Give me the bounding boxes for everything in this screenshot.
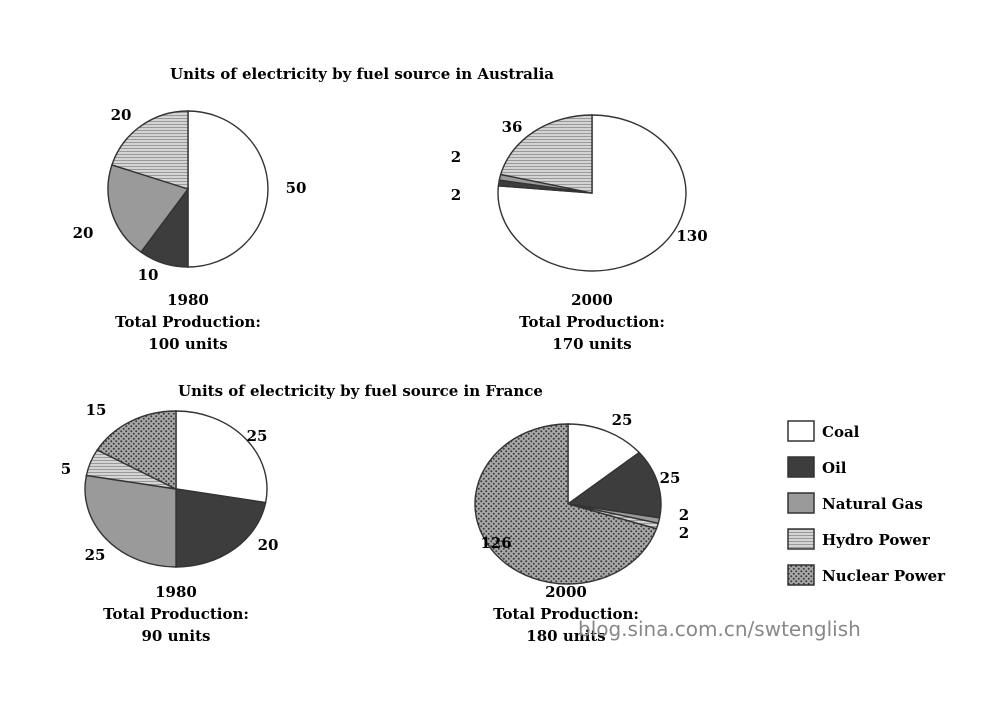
legend-swatch xyxy=(787,420,815,442)
caption-australia-2000: 2000 Total Production: 170 units xyxy=(519,291,665,353)
caption-total-label: Total Production: xyxy=(519,313,665,331)
slice-label-oil: 20 xyxy=(258,536,279,554)
australia-title: Units of electricity by fuel source in A… xyxy=(170,65,554,83)
pie-france-1980: 25 20 25 5 15 xyxy=(61,401,279,568)
slice-label-oil: 25 xyxy=(660,469,681,487)
slice-label-natural-gas: 20 xyxy=(73,224,94,242)
slice-label-natural-gas: 25 xyxy=(85,546,106,564)
caption-france-1980: 1980 Total Production: 90 units xyxy=(103,583,249,645)
pie-australia-2000: 130 2 2 36 xyxy=(451,114,708,272)
slice-label-coal: 50 xyxy=(286,179,307,197)
legend-label: Oil xyxy=(822,459,847,477)
france-title: Units of electricity by fuel source in F… xyxy=(178,382,543,400)
pie-slice-coal xyxy=(175,410,268,504)
pie-france-2000: 25 25 22 126 xyxy=(474,411,689,585)
pie-slice-hydro-power xyxy=(499,114,593,194)
slice-label-coal: 25 xyxy=(247,427,268,445)
legend-swatch xyxy=(787,528,815,550)
pie-slice-nuclear-power xyxy=(474,423,658,585)
slice-label-oil: 10 xyxy=(138,266,159,284)
slice-label-natural-gas: 2 xyxy=(679,506,689,524)
caption-year: 2000 xyxy=(571,291,613,309)
slice-label-nuclear-power: 126 xyxy=(480,534,511,552)
legend-item-natural-gas: Natural Gas xyxy=(787,492,923,514)
legend-label: Coal xyxy=(822,423,860,441)
pie-slice-oil xyxy=(566,451,662,519)
slice-label-hydro-power: 2 xyxy=(679,524,689,542)
pie-slice-natural-gas xyxy=(84,474,177,568)
slice-label-hydro-power: 20 xyxy=(111,106,132,124)
caption-total-label: Total Production: xyxy=(493,605,639,623)
legend-swatch xyxy=(787,456,815,478)
slice-label-coal: 130 xyxy=(676,227,707,245)
caption-total-value: 90 units xyxy=(142,627,211,645)
caption-year: 1980 xyxy=(167,291,209,309)
legend-label: Nuclear Power xyxy=(822,567,946,585)
legend-label: Natural Gas xyxy=(822,495,923,513)
pie-slice-hydro-power xyxy=(111,110,189,190)
legend-item-coal: Coal xyxy=(787,420,860,442)
pie-slice-oil xyxy=(175,488,267,568)
legend-item-nuclear-power: Nuclear Power xyxy=(787,564,946,586)
caption-total-value: 170 units xyxy=(552,335,631,353)
caption-total-value: 100 units xyxy=(148,335,227,353)
slice-label-hydro-power: 5 xyxy=(61,460,71,478)
slice-label-coal: 25 xyxy=(612,411,633,429)
caption-total-label: Total Production: xyxy=(115,313,261,331)
slice-label-natural-gas: 2 xyxy=(451,186,461,204)
pie-slice-coal xyxy=(497,114,687,272)
legend: Coal Oil Natural Gas Hydro Power Nuclear Pow… xyxy=(787,420,946,586)
pie-slice-coal xyxy=(187,110,269,268)
slice-label-oil: 2 xyxy=(451,148,461,166)
caption-year: 1980 xyxy=(155,583,197,601)
caption-france-2000: 2000 Total Production: 180 units xyxy=(493,583,639,645)
legend-item-hydro-power: Hydro Power xyxy=(787,528,931,550)
pie-slice-coal xyxy=(567,423,641,506)
legend-label: Hydro Power xyxy=(822,531,931,549)
caption-total-value: 180 units xyxy=(526,627,605,645)
caption-year: 2000 xyxy=(545,583,587,601)
pie-slice-natural-gas xyxy=(107,164,190,254)
slice-label-nuclear-power: 15 xyxy=(86,401,107,419)
caption-total-label: Total Production: xyxy=(103,605,249,623)
legend-swatch xyxy=(787,564,815,586)
pie-slice-nuclear-power xyxy=(96,410,177,491)
pie-australia-1980: 50 10 20 20 xyxy=(73,106,307,284)
legend-item-oil: Oil xyxy=(787,456,847,478)
caption-australia-1980: 1980 Total Production: 100 units xyxy=(115,291,261,353)
slice-label-hydro-power: 36 xyxy=(502,118,523,136)
watermark: blog.sina.com.cn/swtenglish xyxy=(578,617,861,641)
legend-swatch xyxy=(787,492,815,514)
